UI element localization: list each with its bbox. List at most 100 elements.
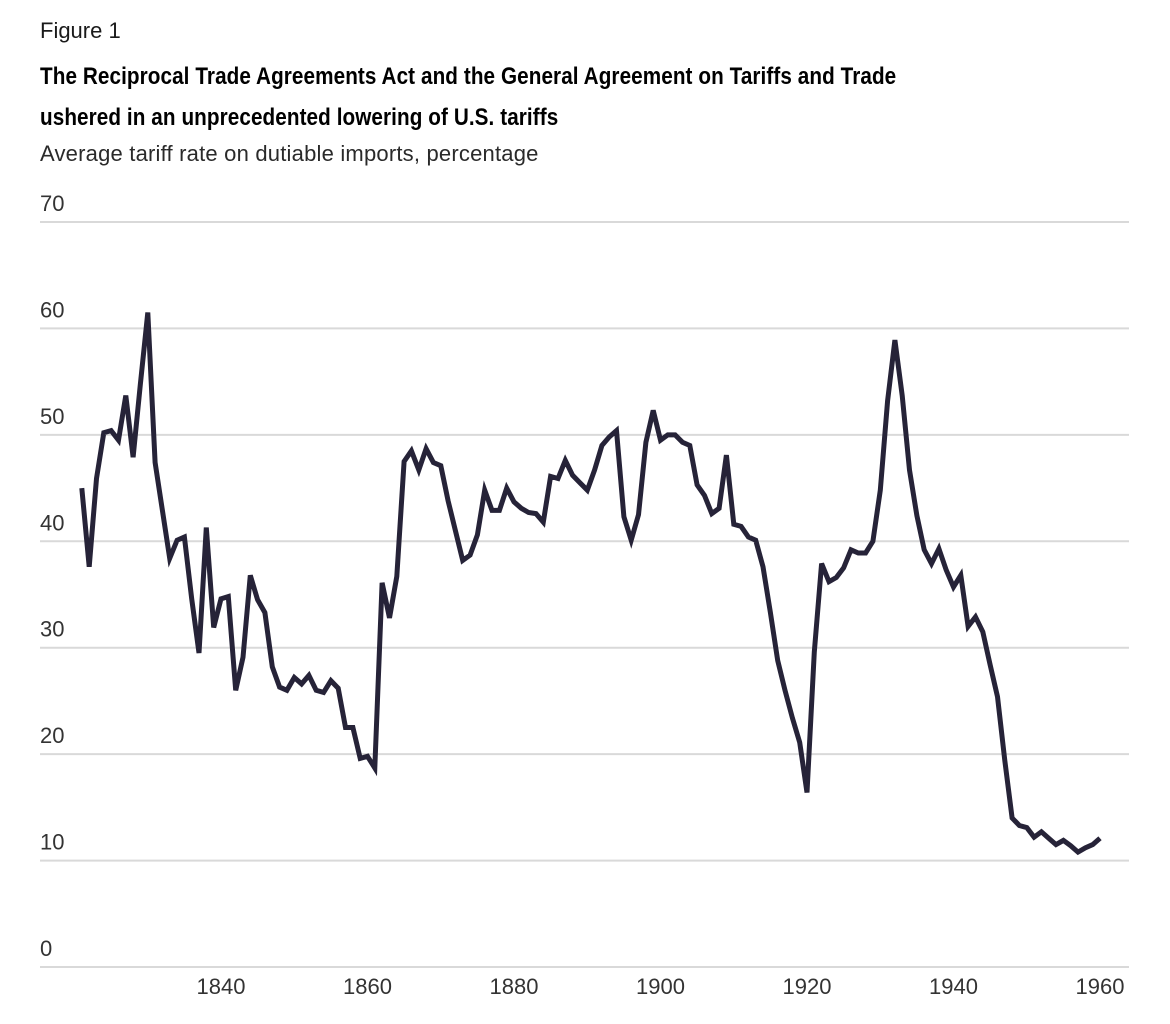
series-line-tariff-rate — [79, 312, 1102, 856]
data-point-1849 — [284, 688, 289, 693]
data-point-1898 — [643, 440, 648, 445]
data-point-1858 — [350, 725, 355, 730]
data-point-1863 — [387, 615, 392, 620]
data-point-1940 — [951, 585, 956, 590]
data-point-1927 — [856, 550, 861, 555]
data-point-1829 — [138, 381, 143, 386]
data-point-1848 — [277, 685, 282, 690]
data-point-1860 — [365, 754, 370, 759]
data-point-1945 — [988, 662, 993, 667]
data-point-1847 — [270, 664, 275, 669]
data-point-1939 — [944, 568, 949, 573]
data-point-1911 — [739, 524, 744, 529]
x-tick-label: 1920 — [783, 974, 832, 999]
y-tick-label: 0 — [40, 936, 52, 961]
data-point-1871 — [446, 498, 451, 503]
y-tick-label: 40 — [40, 510, 64, 535]
chart-subtitle: Average tariff rate on dutiable imports,… — [40, 141, 539, 166]
data-point-1894 — [614, 428, 619, 433]
data-point-1873 — [460, 558, 465, 563]
data-point-1846 — [262, 610, 267, 615]
data-point-1915 — [768, 610, 773, 615]
data-point-1889 — [577, 480, 582, 485]
data-point-1930 — [878, 488, 883, 493]
data-point-1912 — [746, 535, 751, 540]
data-point-1834 — [175, 538, 180, 543]
data-point-1926 — [848, 547, 853, 552]
data-point-1832 — [160, 508, 165, 513]
data-point-1953 — [1046, 836, 1051, 841]
data-point-1851 — [299, 681, 304, 686]
data-point-1918 — [790, 715, 795, 720]
data-point-1955 — [1061, 838, 1066, 843]
data-point-1948 — [1010, 816, 1015, 821]
data-point-1929 — [870, 539, 875, 544]
data-point-1844 — [248, 573, 253, 578]
data-point-1826 — [116, 438, 121, 443]
data-point-1877 — [490, 508, 495, 513]
data-point-1837 — [197, 651, 202, 656]
data-point-1952 — [1039, 829, 1044, 834]
data-point-1830 — [145, 310, 150, 315]
data-point-1942 — [966, 624, 971, 629]
data-point-1892 — [599, 443, 604, 448]
data-point-1923 — [826, 579, 831, 584]
data-point-1897 — [636, 512, 641, 517]
data-point-1896 — [629, 538, 634, 543]
data-point-1928 — [863, 550, 868, 555]
x-tick-label: 1960 — [1076, 974, 1125, 999]
data-point-1931 — [885, 398, 890, 403]
y-tick-label: 50 — [40, 404, 64, 429]
data-point-1865 — [402, 459, 407, 464]
y-tick-label: 60 — [40, 297, 64, 322]
data-point-1917 — [783, 688, 788, 693]
data-point-1903 — [680, 440, 685, 445]
data-point-1951 — [1032, 835, 1037, 840]
data-point-1864 — [394, 574, 399, 579]
data-point-1870 — [438, 463, 443, 468]
data-point-1922 — [819, 561, 824, 566]
data-point-1946 — [995, 694, 1000, 699]
data-point-1831 — [153, 460, 158, 465]
data-point-1836 — [189, 596, 194, 601]
data-point-1869 — [431, 460, 436, 465]
data-point-1925 — [841, 565, 846, 570]
data-point-1909 — [724, 453, 729, 458]
data-point-1934 — [907, 467, 912, 472]
data-point-1902 — [673, 432, 678, 437]
data-point-1906 — [702, 493, 707, 498]
data-point-1932 — [892, 338, 897, 343]
data-point-1856 — [336, 686, 341, 691]
data-point-1954 — [1054, 842, 1059, 847]
data-point-1880 — [512, 499, 517, 504]
data-point-1859 — [358, 756, 363, 761]
data-point-1958 — [1083, 845, 1088, 850]
data-point-1862 — [380, 580, 385, 585]
data-point-1867 — [416, 467, 421, 472]
data-point-1893 — [607, 434, 612, 439]
chart-title-line-2: ushered in an unprecedented lowering of … — [40, 104, 559, 131]
data-point-1822 — [87, 564, 92, 569]
data-point-1825 — [109, 428, 114, 433]
data-point-1839 — [211, 625, 216, 630]
data-point-1899 — [651, 408, 656, 413]
x-tick-label: 1860 — [343, 974, 392, 999]
data-point-1950 — [1024, 825, 1029, 830]
data-point-1821 — [79, 486, 84, 491]
data-point-1874 — [468, 553, 473, 558]
data-point-1901 — [665, 432, 670, 437]
data-point-1905 — [695, 482, 700, 487]
x-tick-label: 1940 — [929, 974, 978, 999]
data-point-1835 — [182, 535, 187, 540]
y-tick-label: 20 — [40, 723, 64, 748]
data-point-1900 — [658, 438, 663, 443]
figure-label: Figure 1 — [40, 18, 121, 43]
data-point-1881 — [519, 506, 524, 511]
data-point-1823 — [94, 476, 99, 481]
data-point-1882 — [526, 510, 531, 515]
data-point-1947 — [1002, 758, 1007, 763]
data-point-1907 — [709, 511, 714, 516]
series-group — [79, 310, 1102, 856]
data-point-1824 — [101, 430, 106, 435]
